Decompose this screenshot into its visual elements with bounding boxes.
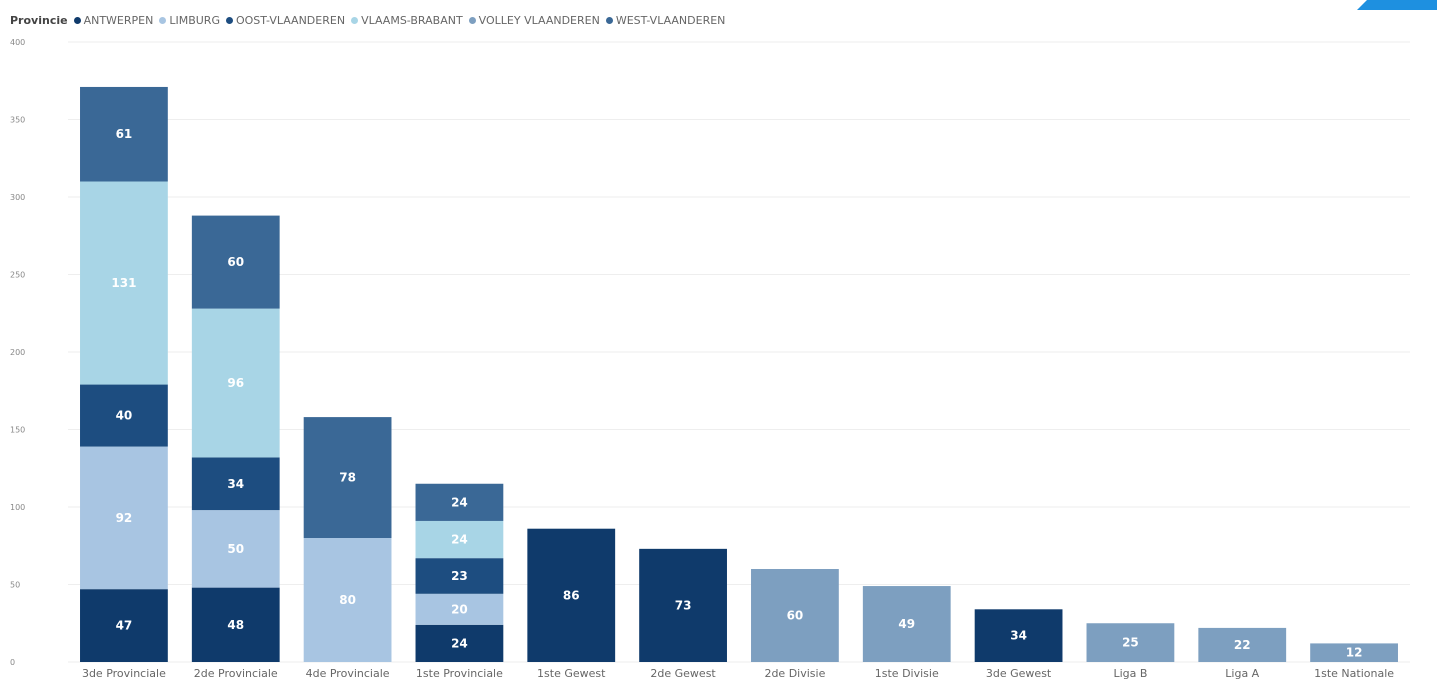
bar-segment <box>974 609 1063 662</box>
bar-segment <box>191 308 280 458</box>
x-tick-label: 4de Provinciale <box>306 667 390 679</box>
legend-dot-icon <box>605 17 613 24</box>
bar-segment <box>80 86 168 182</box>
x-tick-label: 1ste Gewest <box>537 667 606 679</box>
data-label: 24 <box>451 495 468 509</box>
x-tick-label: 2de Provinciale <box>194 667 278 679</box>
bar-segment <box>80 181 168 385</box>
legend-title: Provincie <box>10 14 68 27</box>
bar-segment <box>191 215 280 309</box>
legend-item[interactable]: LIMBURG <box>159 14 220 27</box>
bar-segment <box>303 417 392 538</box>
data-label: 80 <box>339 593 356 607</box>
legend-label: LIMBURG <box>169 14 220 27</box>
y-tick-label: 300 <box>10 193 25 202</box>
x-tick-label: 2de Gewest <box>650 667 716 679</box>
bar-segment <box>1086 623 1175 662</box>
corner-accent <box>1357 0 1437 10</box>
data-label: 47 <box>116 619 133 633</box>
x-tick-label: 1ste Provinciale <box>416 667 503 679</box>
y-tick-label: 100 <box>10 503 25 512</box>
data-label: 23 <box>451 569 468 583</box>
bar-segment <box>80 446 168 590</box>
data-label: 60 <box>787 609 804 623</box>
y-tick-label: 150 <box>10 426 25 435</box>
legend-item[interactable]: VOLLEY VLAANDEREN <box>468 14 600 27</box>
legend-label: ANTWERPEN <box>83 14 154 27</box>
bar-segment <box>415 483 504 521</box>
bar-segment <box>1198 627 1287 662</box>
data-label: 49 <box>898 617 915 631</box>
legend: Provincie ANTWERPEN LIMBURG OOST-VLAANDERE… <box>10 14 731 27</box>
x-tick-label: Liga A <box>1225 667 1259 679</box>
legend-dot-icon <box>73 17 81 24</box>
legend-item[interactable]: WEST-VLAANDEREN <box>605 14 726 27</box>
data-label: 48 <box>227 618 244 632</box>
legend-dot-icon <box>468 17 476 24</box>
data-label: 20 <box>451 602 468 616</box>
bar-segment <box>415 624 504 662</box>
data-label: 78 <box>339 471 356 485</box>
data-label: 61 <box>116 127 133 141</box>
bar-segment <box>191 587 280 662</box>
y-tick-label: 200 <box>10 348 25 357</box>
legend-label: OOST-VLAANDEREN <box>235 14 346 27</box>
x-tick-label: 3de Provinciale <box>82 667 166 679</box>
data-label: 92 <box>116 511 133 525</box>
bar-segment <box>80 589 168 662</box>
data-label: 131 <box>111 276 136 290</box>
data-label: 12 <box>1346 646 1363 660</box>
bar-segment <box>862 586 951 662</box>
bar-segment <box>1310 643 1398 662</box>
bar-segment <box>191 510 280 588</box>
x-tick-label: 1ste Nationale <box>1314 667 1394 679</box>
data-label: 34 <box>1010 629 1027 643</box>
bar-segment <box>527 528 616 662</box>
data-label: 40 <box>116 409 133 423</box>
legend-item[interactable]: VLAAMS-BRABANT <box>351 14 463 27</box>
y-tick-label: 0 <box>10 658 15 667</box>
legend-label: VOLLEY VLAANDEREN <box>478 14 600 27</box>
data-label: 50 <box>227 542 244 556</box>
legend-label: WEST-VLAANDEREN <box>615 14 726 27</box>
data-label: 60 <box>227 255 244 269</box>
legend-item[interactable]: OOST-VLAANDEREN <box>225 14 346 27</box>
x-tick-label: Liga B <box>1113 667 1147 679</box>
bar-segment <box>751 569 839 662</box>
x-tick-label: 3de Gewest <box>986 667 1052 679</box>
bar-segment <box>415 593 504 625</box>
legend-label: VLAAMS-BRABANT <box>361 14 463 27</box>
data-label: 22 <box>1234 638 1251 652</box>
legend-dot-icon <box>225 17 233 24</box>
data-label: 24 <box>451 533 468 547</box>
data-label: 96 <box>227 376 244 390</box>
y-tick-label: 50 <box>10 581 20 590</box>
y-tick-label: 250 <box>10 271 25 280</box>
data-label: 86 <box>563 588 580 602</box>
bar-segment <box>415 520 504 559</box>
data-label: 34 <box>227 477 244 491</box>
bar-segment <box>191 457 280 511</box>
bar-segment <box>415 558 504 594</box>
data-label: 25 <box>1122 636 1139 650</box>
legend-dot-icon <box>351 17 359 24</box>
y-tick-label: 400 <box>10 38 25 47</box>
x-tick-label: 1ste Divisie <box>875 667 939 679</box>
bar-segment <box>303 538 392 662</box>
legend-item[interactable]: ANTWERPEN <box>73 14 154 27</box>
legend-dot-icon <box>159 17 167 24</box>
x-tick-label: 2de Divisie <box>764 667 825 679</box>
y-tick-label: 350 <box>10 116 25 125</box>
data-label: 73 <box>675 598 692 612</box>
bar-segment <box>639 548 727 662</box>
bar-segment <box>80 384 168 447</box>
data-label: 24 <box>451 636 468 650</box>
